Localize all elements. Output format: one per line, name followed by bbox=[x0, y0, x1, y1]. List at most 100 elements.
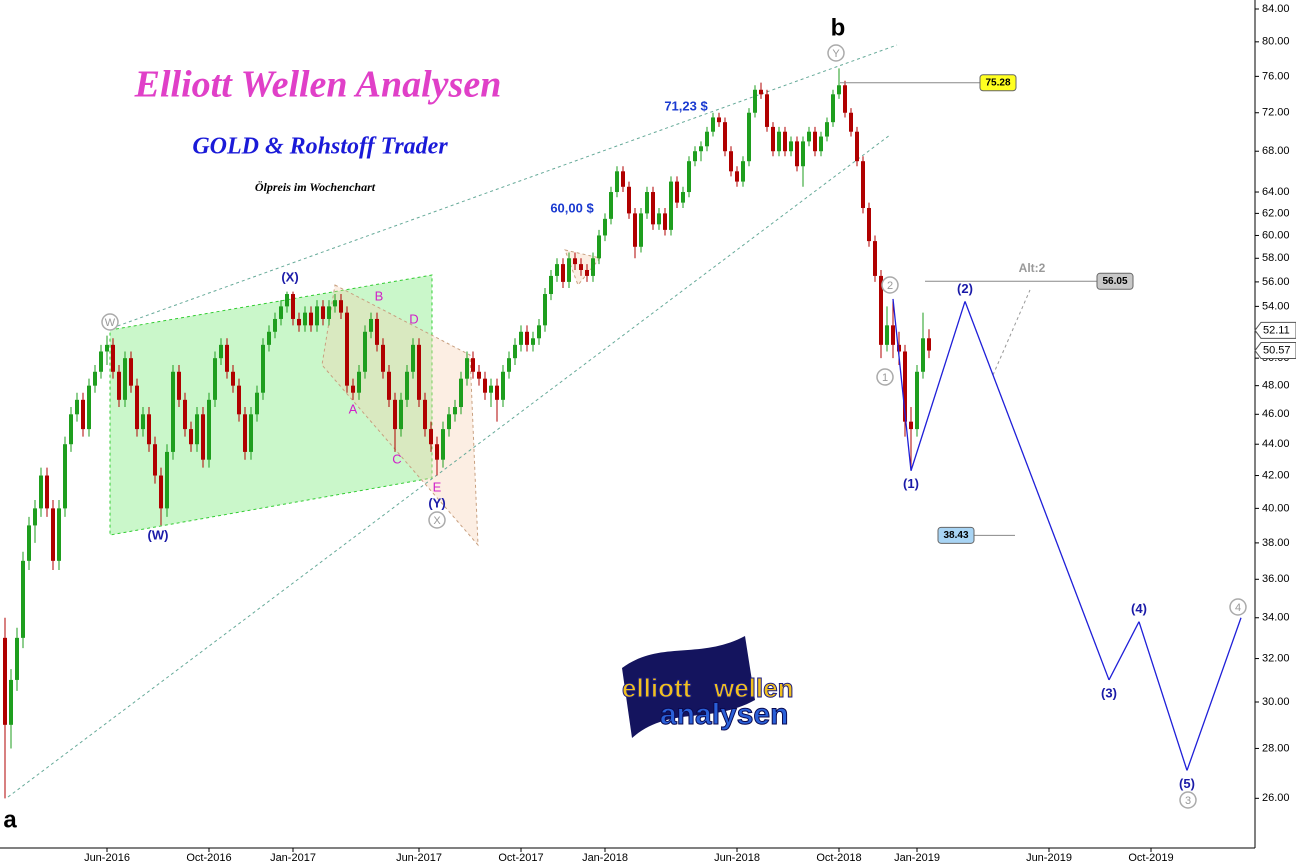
candle-body bbox=[789, 141, 793, 152]
candle-body bbox=[225, 344, 229, 372]
candle-body bbox=[585, 269, 589, 276]
candle-body bbox=[33, 508, 37, 526]
y-tick-label: 38.00 bbox=[1262, 537, 1290, 549]
y-tick-label: 34.00 bbox=[1262, 612, 1290, 624]
annotation: (Y) bbox=[428, 495, 445, 510]
forecast-leg bbox=[1186, 617, 1242, 771]
annotation: 2 bbox=[887, 280, 893, 292]
y-tick-label: 30.00 bbox=[1262, 696, 1290, 708]
candle-body bbox=[219, 344, 223, 359]
annotation: a bbox=[3, 806, 17, 833]
logo: elliott wellen analysen bbox=[622, 636, 794, 738]
candle-body bbox=[345, 312, 349, 386]
wave-label: (5) bbox=[1179, 776, 1195, 791]
candle-body bbox=[567, 258, 571, 282]
candle-body bbox=[381, 344, 385, 372]
candle-body bbox=[375, 318, 379, 345]
candle-body bbox=[633, 213, 637, 247]
candle-body bbox=[471, 358, 475, 372]
y-tick-label: 46.00 bbox=[1262, 408, 1290, 420]
annotation: W bbox=[105, 317, 116, 329]
candle-body bbox=[879, 275, 883, 345]
wave-circle bbox=[1179, 791, 1197, 809]
annotation: 4 bbox=[1235, 602, 1241, 614]
annotation: (X) bbox=[281, 269, 298, 284]
candle-body bbox=[297, 318, 301, 326]
candle-body bbox=[501, 371, 505, 400]
candle-body bbox=[207, 399, 211, 460]
candle-body bbox=[813, 131, 817, 152]
wave-label: (4) bbox=[1131, 601, 1147, 616]
candle-body bbox=[741, 161, 745, 182]
wave-circle bbox=[1229, 598, 1247, 616]
candle-body bbox=[513, 344, 517, 359]
x-tick-label: Jun-2018 bbox=[714, 852, 760, 864]
candle-body bbox=[561, 264, 565, 282]
candle-body bbox=[309, 312, 313, 326]
candle-body bbox=[399, 399, 403, 430]
price-tag bbox=[1254, 321, 1296, 339]
candle-body bbox=[327, 306, 331, 319]
candle-body bbox=[651, 192, 655, 225]
candle-body bbox=[657, 213, 661, 225]
level-label: 75.28 bbox=[985, 77, 1010, 88]
x-tick-label: Jan-2017 bbox=[270, 852, 316, 864]
candle-body bbox=[867, 207, 871, 242]
candle-body bbox=[39, 475, 43, 509]
candle-body bbox=[453, 407, 457, 415]
candle-body bbox=[687, 161, 691, 193]
candle-body bbox=[255, 392, 259, 415]
candle-body bbox=[825, 122, 829, 137]
candle-body bbox=[873, 241, 877, 276]
candle-body bbox=[237, 385, 241, 415]
candle-body bbox=[621, 171, 625, 187]
candle-body bbox=[195, 414, 199, 445]
candle-body bbox=[315, 306, 319, 326]
annotation: 71,23 $ bbox=[664, 98, 708, 113]
candle-body bbox=[351, 385, 355, 393]
annotation: D bbox=[409, 311, 418, 326]
annotation: 60,00 $ bbox=[550, 200, 594, 215]
y-tick-label: 68.00 bbox=[1262, 145, 1290, 157]
y-tick-label: 56.00 bbox=[1262, 276, 1290, 288]
logo-text: analysen bbox=[660, 698, 788, 731]
candle-body bbox=[777, 131, 781, 152]
candle-body bbox=[465, 358, 469, 379]
candle-body bbox=[273, 318, 277, 332]
candle-body bbox=[909, 421, 913, 430]
candle-body bbox=[555, 264, 559, 276]
candle-body bbox=[285, 294, 289, 307]
candle-body bbox=[9, 679, 13, 725]
wave-label: (1) bbox=[903, 476, 919, 491]
forecast-leg bbox=[910, 301, 966, 471]
y-tick-label: 64.00 bbox=[1262, 186, 1290, 198]
x-tick-label: Oct-2016 bbox=[186, 852, 231, 864]
level-box bbox=[979, 74, 1017, 92]
candle-body bbox=[843, 85, 847, 113]
candle-body bbox=[849, 112, 853, 132]
candle-body bbox=[897, 344, 901, 352]
x-tick-label: Jun-2019 bbox=[1026, 852, 1072, 864]
candle-body bbox=[807, 131, 811, 142]
candle-body bbox=[639, 213, 643, 247]
candle-body bbox=[717, 117, 721, 123]
candle-body bbox=[747, 112, 751, 162]
candle-body bbox=[21, 560, 25, 638]
candle-body bbox=[15, 637, 19, 680]
candle-body bbox=[249, 414, 253, 452]
candle-body bbox=[531, 338, 535, 345]
wave-circle bbox=[827, 44, 845, 62]
level-box bbox=[937, 526, 975, 544]
candle-body bbox=[417, 344, 421, 400]
candle-body bbox=[699, 146, 703, 152]
candle-body bbox=[279, 306, 283, 319]
candle-body bbox=[549, 275, 553, 295]
candle-body bbox=[393, 399, 397, 430]
y-tick-label: 72.00 bbox=[1262, 107, 1290, 119]
y-tick-label: 32.00 bbox=[1262, 652, 1290, 664]
candle-body bbox=[771, 126, 775, 152]
forecast-leg bbox=[892, 298, 912, 471]
candle-body bbox=[147, 414, 151, 445]
candle-body bbox=[729, 151, 733, 172]
